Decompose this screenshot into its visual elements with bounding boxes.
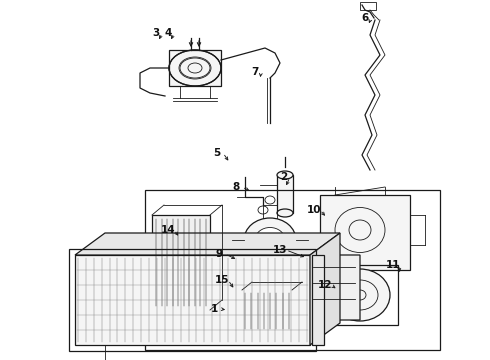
Bar	[312, 255, 324, 345]
Bar	[145, 190, 440, 350]
Text: 7: 7	[251, 67, 259, 77]
Polygon shape	[305, 255, 360, 320]
Text: 3: 3	[152, 28, 160, 38]
Bar	[75, 255, 310, 345]
Ellipse shape	[330, 269, 390, 321]
Bar	[69, 249, 316, 351]
Bar	[242, 290, 292, 332]
Text: 6: 6	[362, 13, 368, 23]
Bar	[360, 2, 376, 10]
Bar	[169, 50, 221, 86]
Text: 8: 8	[232, 182, 240, 192]
Text: 2: 2	[280, 172, 288, 182]
Text: 11: 11	[386, 260, 400, 270]
Polygon shape	[310, 233, 340, 345]
Text: 1: 1	[210, 304, 218, 314]
Text: 9: 9	[216, 249, 222, 259]
Bar	[277, 175, 293, 213]
Ellipse shape	[244, 218, 296, 262]
Ellipse shape	[277, 209, 293, 217]
Text: 14: 14	[161, 225, 175, 235]
Text: 4: 4	[164, 28, 171, 38]
Text: 15: 15	[215, 275, 229, 285]
Text: 10: 10	[307, 205, 321, 215]
Text: 13: 13	[273, 245, 287, 255]
Text: 5: 5	[213, 148, 220, 158]
Polygon shape	[75, 233, 340, 255]
Text: 12: 12	[318, 280, 332, 290]
Ellipse shape	[255, 228, 285, 252]
Ellipse shape	[277, 171, 293, 179]
Bar	[320, 195, 410, 270]
Bar	[322, 265, 398, 325]
Bar	[152, 215, 210, 310]
